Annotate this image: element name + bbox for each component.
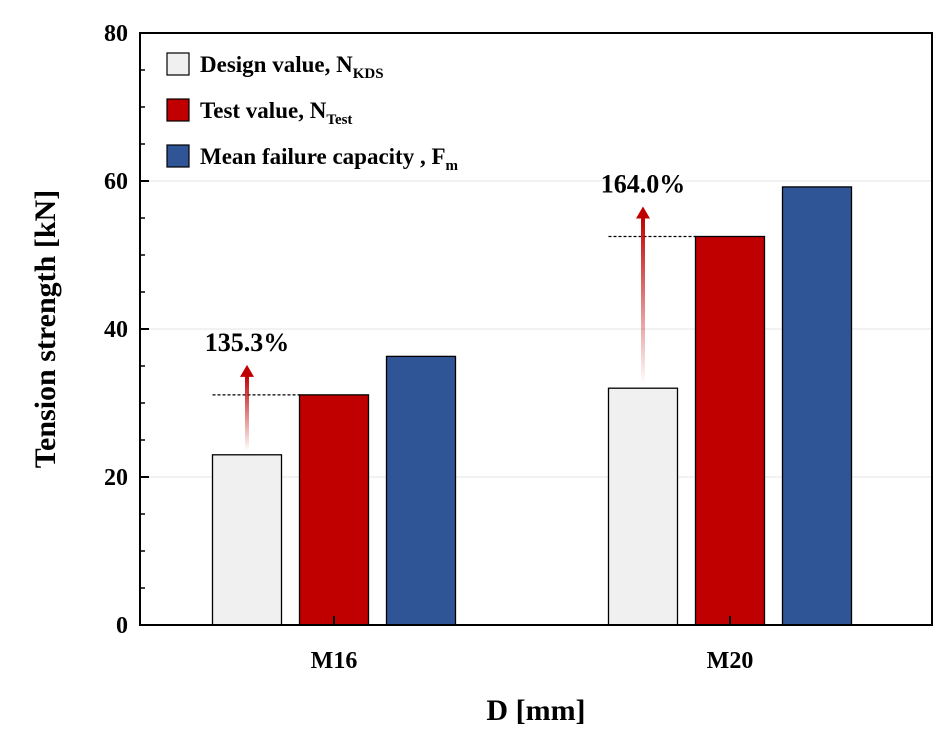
- annotations: 135.3% 164.0%: [205, 170, 696, 451]
- legend-swatch-3: [166, 144, 190, 168]
- annotation-arrow-shaft: [245, 374, 249, 451]
- bar-m16-series-3: [385, 355, 457, 626]
- bar-m20-series-2: [694, 235, 766, 626]
- legend-entry-2: Test value, NTest: [200, 98, 352, 128]
- annotation-label: 135.3%: [205, 328, 290, 357]
- legend-entry-3: Mean failure capacity , Fm: [200, 144, 459, 174]
- y-tick-label: 0: [116, 613, 128, 639]
- annotation-arrow-head: [240, 364, 254, 377]
- x-tick-label-m20: M20: [707, 648, 754, 674]
- y-tick-label: 80: [104, 21, 128, 47]
- x-axis-label: D [mm]: [486, 694, 585, 727]
- legend: Design value, NKDS Test value, NTest Mean …: [166, 52, 459, 174]
- annotation-arrow-head: [636, 206, 650, 219]
- bar-m20-series-3: [781, 186, 853, 626]
- x-tick-label-m16: M16: [311, 648, 358, 674]
- bar-m16-series-2: [298, 394, 370, 626]
- y-axis-label: Tension strength [kN]: [29, 190, 62, 468]
- y-tick-label: 20: [104, 465, 128, 491]
- bar-m20-series-1: [607, 387, 679, 626]
- legend-entry-1: Design value, NKDS: [200, 52, 384, 82]
- annotation-label: 164.0%: [601, 170, 686, 199]
- axis-ticks: 0 20 40 60 80 M16 M20: [104, 21, 753, 674]
- y-tick-label: 60: [104, 169, 128, 195]
- y-tick-label: 40: [104, 317, 128, 343]
- bar-m16-series-1: [211, 454, 283, 626]
- legend-swatch-1: [166, 52, 190, 76]
- legend-swatch-2: [166, 98, 190, 122]
- annotation-arrow-shaft: [641, 216, 645, 385]
- bars: [211, 186, 853, 626]
